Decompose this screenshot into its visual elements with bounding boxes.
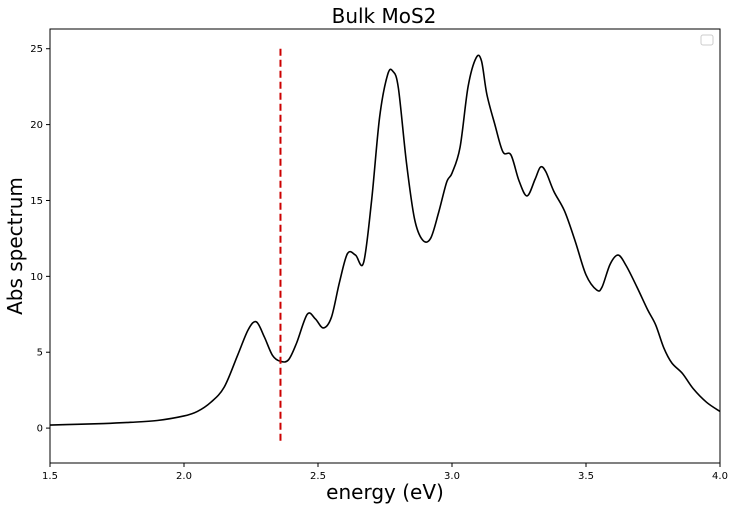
y-tick-label: 15: [30, 196, 43, 207]
y-tick-label: 0: [37, 424, 43, 435]
x-tick-label: 3.5: [578, 471, 594, 482]
x-tick-label: 3.0: [444, 471, 460, 482]
series-line: [49, 54, 721, 426]
x-tick-label: 1.5: [42, 471, 58, 482]
y-tick-label: 20: [30, 120, 43, 131]
y-tick-label: 5: [37, 348, 43, 359]
x-tick-label: 2.5: [310, 471, 326, 482]
x-tick-label: 4.0: [712, 471, 728, 482]
x-axis-label: energy (eV): [326, 480, 444, 504]
y-axis-label: Abs spectrum: [3, 177, 27, 315]
chart-title: Bulk MoS2: [332, 4, 437, 28]
x-tick-label: 2.0: [176, 471, 192, 482]
legend-box: [700, 34, 714, 46]
tick-group: 1.5 2.0 2.5 3.0 3.5 4.0 0 5 10 15 20 25: [30, 44, 728, 482]
y-tick-label: 10: [30, 272, 43, 283]
y-tick-label: 25: [30, 44, 43, 55]
plot-area: [49, 28, 721, 464]
plot-content: [49, 48, 721, 442]
